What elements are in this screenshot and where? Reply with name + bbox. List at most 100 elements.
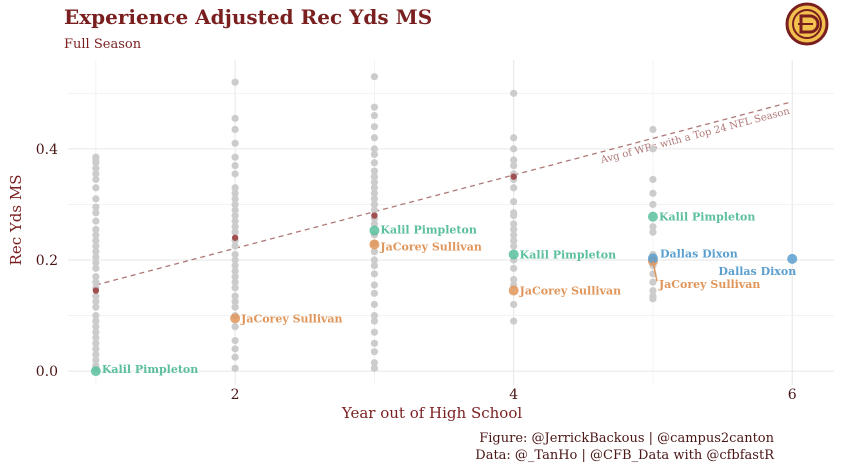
background-point [92,170,100,178]
background-point [92,159,100,167]
background-point [649,125,657,134]
background-point [231,211,239,220]
y-tick-label: 0.2 [36,253,58,269]
background-point [370,73,378,81]
point-label: JaCorey Sullivan [519,285,621,298]
axes: 2 4 6 0.0 0.2 0.4 [36,142,797,403]
background-point [92,184,100,192]
background-point [510,264,518,272]
background-point [370,261,378,270]
background-point [231,298,239,306]
background-point [370,145,378,153]
point-label: Dallas Dixon [718,265,796,278]
background-point [92,328,100,336]
background-point [92,203,100,211]
background-point [510,275,518,284]
background-point [231,364,239,372]
background-point [92,303,100,311]
background-point [231,153,239,161]
background-point [92,231,100,239]
average-point [231,234,239,241]
background-point [92,248,100,256]
background-point [370,184,378,192]
background-point [370,206,378,214]
grid [68,60,834,385]
background-point [231,195,239,203]
background-point [370,111,378,120]
highlighted-point [230,313,241,324]
background-point [231,336,239,345]
reference-line [95,101,793,286]
background-point [510,198,518,206]
background-point [231,228,239,236]
background-point [370,328,378,336]
background-point [92,217,100,225]
background-point [370,178,378,186]
background-point [510,89,518,97]
background-point [92,264,100,272]
background-point [231,189,239,197]
highlighted-point [787,253,798,264]
background-point [370,150,378,159]
background-point [510,184,518,192]
background-point [92,164,100,172]
average-points [92,173,517,294]
background-point [510,161,518,170]
y-tick-label: 0.4 [36,142,58,158]
y-axis-title: Rec Yds MS [7,175,25,266]
point-label: Kalil Pimpleton [102,363,198,376]
background-point [92,175,100,184]
point-label: JaCorey Sullivan [240,312,342,325]
background-point [92,317,100,325]
background-point [370,195,378,203]
background-point [92,334,100,342]
logo-icon [785,2,829,46]
highlighted-point [647,253,658,264]
background-point [370,317,378,325]
point-labels: Kalil Pimpleton Kalil Pimpleton Kalil Pimp… [102,211,796,376]
background-point [649,200,657,209]
x-tick-label: 4 [509,387,518,403]
label-leader-line [652,260,658,282]
background-point [92,259,100,267]
background-point [370,103,378,111]
background-point [231,125,239,134]
y-tick-label: 0.0 [36,364,58,380]
chart-title: Experience Adjusted Rec Yds MS [64,5,432,29]
background-point [649,295,657,303]
background-point [92,273,100,281]
background-point [231,292,239,300]
background-point [370,173,378,181]
background-point [510,225,518,234]
background-point [92,311,100,320]
background-point [510,236,518,245]
background-point [92,292,100,300]
background-point [510,231,518,239]
background-point [231,184,239,192]
point-label: JaCorey Sullivan [379,240,481,253]
point-label: Dallas Dixon [660,247,738,260]
background-point [370,339,378,347]
background-point [231,114,239,122]
average-point [92,287,100,294]
highlighted-points [90,211,798,377]
background-point [231,242,239,250]
background-point [370,200,378,209]
point-label: JaCorey Sullivan [658,278,760,291]
background-point [370,281,378,289]
background-point [370,159,378,167]
background-point [92,356,100,364]
background-point [231,223,239,231]
background-point [231,261,239,270]
background-point [231,161,239,170]
background-point [231,284,239,292]
background-point [649,189,657,197]
background-point [649,145,657,153]
background-point [510,242,518,250]
background-point [92,253,100,261]
caption-line-1: Figure: @JerrickBackous | @campus2canton [479,431,774,446]
background-point [231,78,239,86]
background-point [92,345,100,353]
point-label: Kalil Pimpleton [380,224,476,237]
